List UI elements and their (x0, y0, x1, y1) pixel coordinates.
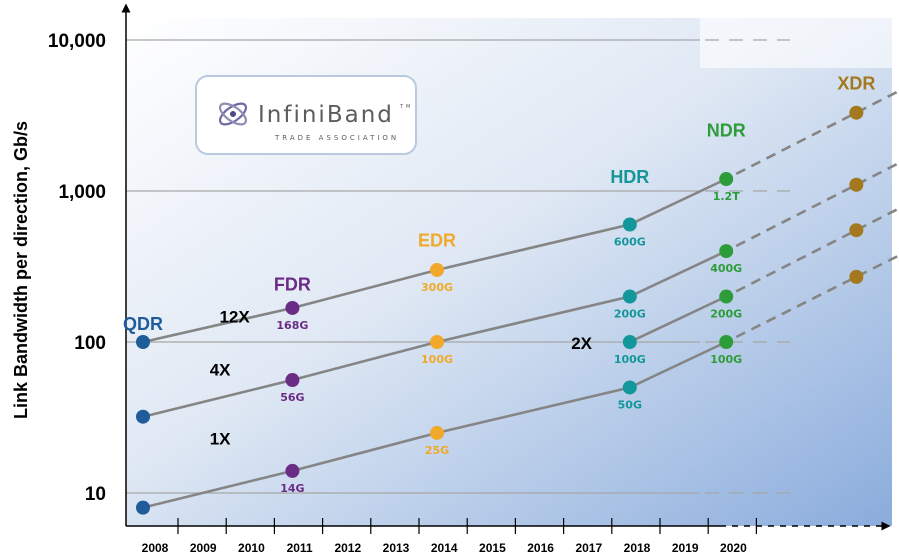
data-points (136, 105, 864, 515)
generation-labels: QDR FDR EDR HDR NDR XDR (123, 74, 875, 335)
y-axis-label: Link Bandwidth per direction, Gb/s (11, 121, 31, 419)
lane-label-12X: 12X (219, 307, 250, 326)
logo-tm: TM (399, 104, 413, 110)
x-tick-label: 2019 (672, 541, 699, 555)
x-tick-label: 2008 (142, 541, 169, 555)
data-point (430, 262, 445, 277)
y-tick-label: 10 (85, 484, 106, 505)
x-tick-label: 2009 (190, 541, 217, 555)
data-label: 25G (425, 444, 449, 457)
x-tick-label: 2020 (720, 541, 747, 555)
x-tick-label: 2018 (624, 541, 651, 555)
grid-lines (126, 39, 790, 494)
x-tick-label: 2013 (383, 541, 410, 555)
data-label: 1.2T (713, 190, 740, 203)
data-label: 14G (280, 482, 304, 495)
generation-label-XDR: XDR (837, 74, 875, 94)
data-point (719, 172, 734, 187)
y-tick-label: 100 (74, 333, 106, 354)
data-point (719, 289, 734, 304)
data-point (430, 335, 445, 349)
data-label: 600G (614, 235, 646, 248)
projection-line (735, 254, 899, 339)
data-label: 50G (618, 398, 642, 411)
lane-label-1X: 1X (210, 429, 231, 448)
future-data-point (849, 223, 864, 238)
logo-text: InfiniBand (258, 102, 394, 128)
data-label: 56G (280, 391, 304, 404)
projection-lines (735, 89, 899, 339)
x-tick-label: 2015 (479, 541, 506, 555)
y-tick-label: 10,000 (48, 31, 106, 52)
x-tick-label: 2014 (431, 541, 458, 555)
series-line-2X (629, 295, 727, 344)
future-data-point (849, 269, 864, 284)
data-point (285, 373, 300, 388)
x-tick-label: 2011 (287, 541, 313, 555)
generation-label-FDR: FDR (274, 274, 311, 294)
y-tick-label: 1,000 (58, 182, 106, 203)
data-point (136, 335, 150, 349)
data-point (622, 217, 637, 232)
data-point (136, 500, 150, 515)
data-point (622, 335, 637, 349)
x-tick-label: 2010 (238, 541, 265, 555)
projection-line (735, 161, 899, 248)
data-label: 400G (710, 262, 742, 275)
data-point (719, 244, 734, 259)
data-label: 200G (710, 308, 742, 321)
data-label: 100G (421, 353, 453, 366)
data-labels: 168G 300G 600G 1.2T 56G 100G 200G 400G 14G 25G 50G… (276, 190, 742, 495)
lane-label-4X: 4X (210, 360, 231, 379)
data-label: 168G (276, 319, 308, 332)
data-point (136, 409, 150, 424)
lane-label-2X: 2X (571, 334, 592, 353)
x-tick-label: 2017 (575, 541, 602, 555)
plot-fade (700, 18, 892, 68)
generation-label-EDR: EDR (418, 230, 456, 250)
projection-line (735, 206, 899, 293)
data-label: 100G (614, 353, 646, 366)
data-point (622, 380, 637, 395)
data-point (285, 300, 300, 315)
data-label: 100G (710, 353, 742, 366)
infiniband-logo: InfiniBand TM TRADE ASSOCIATION (195, 75, 417, 155)
data-label: 200G (614, 308, 646, 321)
future-data-point (849, 105, 864, 120)
x-tick-label: 2016 (527, 541, 554, 555)
logo-subtitle: TRADE ASSOCIATION (274, 134, 399, 142)
data-point (622, 289, 637, 304)
logo-mark-icon (218, 102, 248, 126)
generation-label-QDR: QDR (123, 314, 163, 334)
data-point (285, 463, 300, 478)
x-tick-label: 2012 (334, 541, 361, 555)
data-point (719, 335, 734, 349)
x-tick-labels: 2008 2009 2010 2011 2012 2013 2014 2015 2016 2017… (142, 518, 758, 555)
data-point (430, 425, 445, 440)
data-label: 300G (421, 281, 453, 294)
lane-labels: 12X 4X 1X 2X (210, 307, 593, 448)
generation-label-NDR: NDR (707, 120, 746, 140)
future-data-point (849, 177, 864, 192)
y-tick-labels: 10 100 1,000 10,000 (48, 31, 106, 505)
projection-line (735, 89, 899, 176)
generation-label-HDR: HDR (610, 167, 649, 187)
